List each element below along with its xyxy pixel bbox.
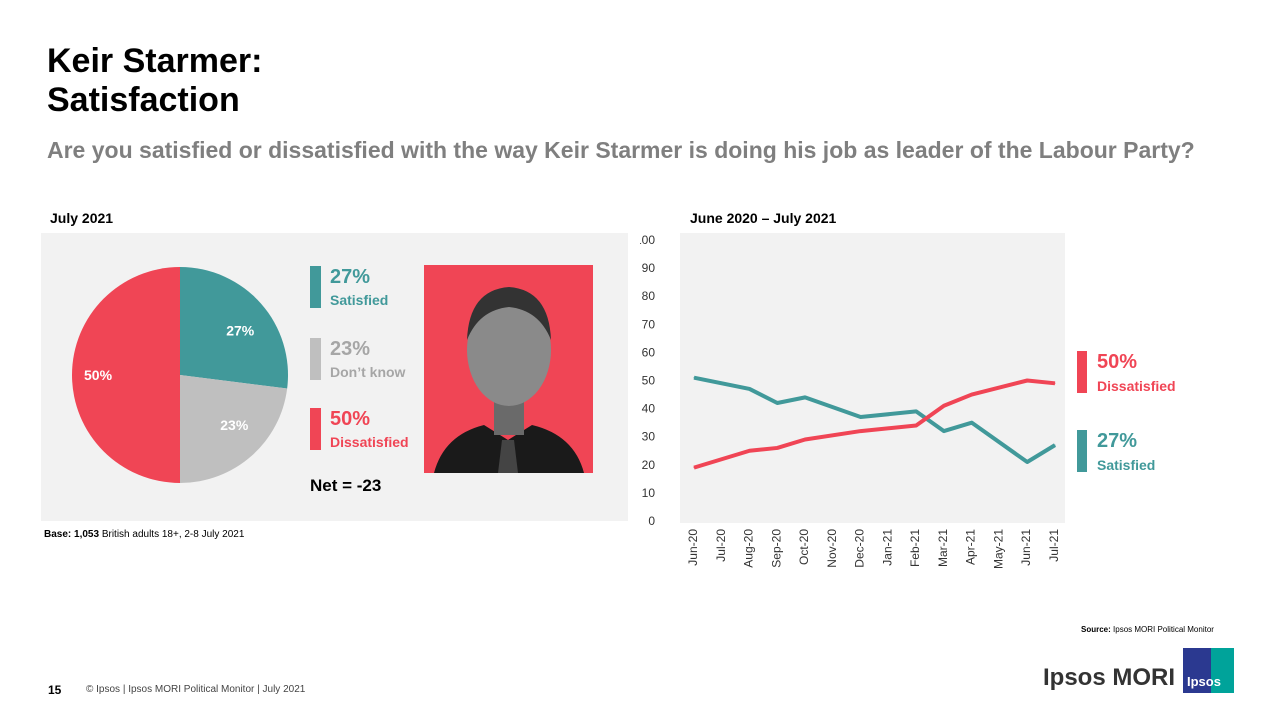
x-tick-label: Jun-21	[1019, 529, 1033, 566]
y-tick-label: 40	[642, 402, 656, 416]
pie-slice-don-t-know	[180, 375, 288, 483]
series-line-satisfied	[693, 375, 1057, 464]
x-tick-label: May-21	[991, 529, 1005, 569]
plot-area	[680, 233, 1065, 523]
data-point-dissatisfied	[776, 447, 778, 449]
line-subtitle: June 2020 – July 2021	[690, 210, 837, 226]
legend-label: Don’t know	[330, 364, 406, 380]
logo-text: Ipsos	[1187, 674, 1221, 689]
page-number: 15	[48, 683, 62, 697]
data-point-satisfied	[1054, 444, 1056, 446]
legend-swatch	[310, 338, 321, 380]
legend-pct: 23%	[330, 338, 371, 360]
x-tick-label: Apr-21	[964, 529, 978, 565]
legend-label: Satisfied	[330, 292, 389, 308]
survey-question: Are you satisfied or dissatisfied with t…	[47, 137, 1195, 163]
series-line-dissatisfied	[693, 378, 1056, 470]
data-point-dissatisfied	[915, 424, 917, 426]
y-tick-label: 50	[642, 374, 656, 388]
data-point-dissatisfied	[749, 450, 751, 452]
x-tick-label: Jun-20	[686, 529, 700, 566]
x-tick-label: Aug-20	[742, 529, 756, 568]
data-point-satisfied	[860, 416, 862, 418]
data-point-dissatisfied	[1026, 380, 1028, 381]
pie-slice-satisfied	[180, 267, 288, 389]
portrait-silhouette	[434, 287, 584, 473]
data-point-dissatisfied	[804, 439, 806, 441]
legend-label: Dissatisfied	[330, 434, 409, 450]
legend-swatch	[310, 266, 321, 308]
data-point-dissatisfied	[860, 430, 862, 432]
pie-data-label: 27%	[226, 323, 255, 339]
ipsos-logo: Ipsos	[1183, 648, 1234, 693]
y-tick-label: 60	[642, 345, 656, 359]
base-label: Base: 1,053	[44, 529, 100, 540]
source-note: Source: Ipsos MORI Political Monitor	[1081, 625, 1214, 634]
legend-pct: 50%	[330, 408, 371, 430]
right-legend-satisfied: 27% Satisfied	[1077, 430, 1197, 474]
legend-label: Dissatisfied	[1097, 378, 1176, 394]
net-score: Net = -23	[310, 476, 382, 495]
title-line-2: Satisfaction	[47, 81, 240, 119]
source-text: Ipsos MORI Political Monitor	[1110, 625, 1214, 634]
data-point-satisfied	[776, 402, 778, 404]
data-point-satisfied	[804, 396, 806, 398]
pie-slice-dissatisfied	[72, 267, 180, 483]
page-title: Keir Starmer: Satisfaction	[47, 42, 447, 120]
data-point-satisfied	[943, 430, 945, 432]
pie-data-label: 50%	[84, 367, 113, 383]
y-tick-label: 0	[648, 514, 655, 528]
data-point-dissatisfied	[693, 467, 695, 469]
data-point-satisfied	[971, 422, 973, 424]
footer-copyright: © Ipsos | Ipsos MORI Political Monitor |…	[86, 684, 306, 695]
y-tick-label: 80	[642, 289, 656, 303]
base-note: Base: 1,053 British adults 18+, 2-8 July…	[44, 529, 244, 540]
legend-swatch	[310, 408, 321, 450]
pie-data-label: 23%	[220, 417, 249, 433]
data-point-dissatisfied	[971, 394, 973, 396]
data-point-satisfied	[915, 410, 917, 412]
y-tick-label: 30	[642, 430, 656, 444]
legend-dissatisfied: 50% Dissatisfied	[310, 408, 430, 452]
y-tick-label: 90	[642, 261, 656, 275]
right-legend-dissatisfied: 50% Dissatisfied	[1077, 351, 1197, 395]
x-tick-label: Mar-21	[936, 529, 950, 567]
legend-satisfied: 27% Satisfied	[310, 266, 430, 310]
data-point-satisfied	[1026, 461, 1028, 463]
brand-wordmark: Ipsos MORI	[1043, 664, 1176, 691]
legend-label: Satisfied	[1097, 457, 1156, 473]
x-tick-label: Jul-20	[714, 529, 728, 562]
pie-subtitle: July 2021	[50, 210, 114, 226]
legend-swatch	[1077, 430, 1087, 472]
x-tick-label: Jul-21	[1047, 529, 1061, 562]
legend-swatch	[1077, 351, 1087, 393]
legend-pct: 27%	[1097, 430, 1138, 452]
portrait-photo	[424, 265, 593, 473]
y-tick-label: 20	[642, 458, 656, 472]
legend-pct: 50%	[1097, 351, 1138, 373]
legend-pct: 27%	[330, 266, 371, 288]
x-tick-label: Feb-21	[908, 529, 922, 567]
title-line-1: Keir Starmer:	[47, 42, 263, 80]
x-tick-label: Sep-20	[769, 529, 783, 568]
x-tick-label: Jan-21	[880, 529, 894, 566]
data-point-dissatisfied	[943, 405, 945, 407]
base-text: British adults 18+, 2-8 July 2021	[99, 529, 245, 540]
line-chart: 0 10 20 30 40 50 60 70 80 90 100 Jun-20 Jul-20 Aug-20…	[640, 233, 1065, 569]
source-label: Source:	[1081, 625, 1111, 634]
data-point-satisfied	[693, 377, 695, 379]
x-tick-label: Nov-20	[825, 529, 839, 568]
legend-dont-know: 23% Don’t know	[310, 338, 430, 382]
y-tick-label: 10	[642, 486, 656, 500]
data-point-satisfied	[749, 388, 751, 390]
y-tick-label: 70	[642, 317, 656, 331]
y-tick-label: 100	[640, 233, 655, 247]
x-tick-label: Dec-20	[853, 529, 867, 568]
pie-chart: 27% 23% 50%	[72, 267, 288, 483]
data-point-dissatisfied	[1054, 382, 1056, 384]
x-tick-label: Oct-20	[797, 529, 811, 565]
